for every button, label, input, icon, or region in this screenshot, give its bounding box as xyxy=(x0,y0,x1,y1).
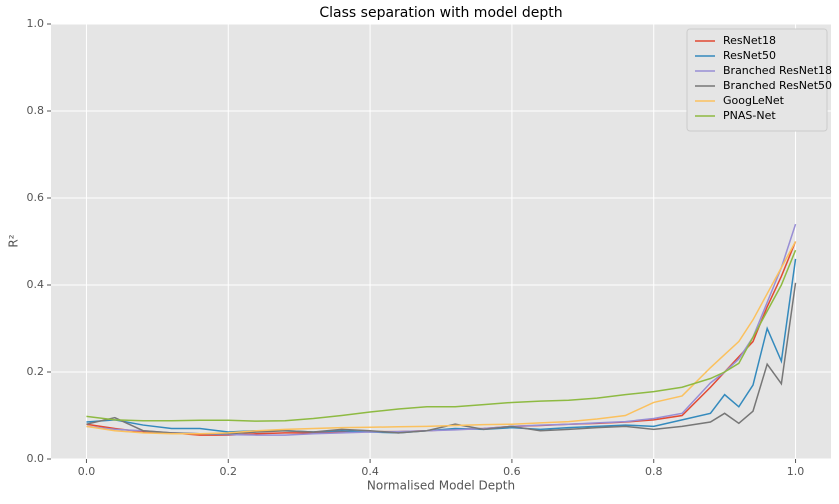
y-tick-label: 1.0 xyxy=(27,17,45,30)
x-tick-label: 1.0 xyxy=(787,465,805,478)
legend-label: PNAS-Net xyxy=(723,109,776,122)
legend-label: Branched ResNet18 xyxy=(723,64,832,77)
y-axis-label: R² xyxy=(7,234,21,247)
x-tick-label: 0.0 xyxy=(78,465,96,478)
x-axis-label: Normalised Model Depth xyxy=(367,479,515,493)
x-tick-label: 0.4 xyxy=(361,465,379,478)
legend-label: GoogLeNet xyxy=(723,94,785,107)
series-line xyxy=(86,241,797,435)
x-tick-label: 0.8 xyxy=(645,465,663,478)
legend-box xyxy=(686,28,828,132)
x-tick-label: 0.2 xyxy=(220,465,238,478)
y-tick-label: 0.0 xyxy=(27,452,45,465)
legend-label: ResNet50 xyxy=(723,49,776,62)
legend-label: Branched ResNet50 xyxy=(723,79,832,92)
y-tick-label: 0.2 xyxy=(27,365,45,378)
legend-label: ResNet18 xyxy=(723,34,776,47)
y-tick-label: 0.8 xyxy=(27,104,45,117)
series-line xyxy=(86,249,797,422)
y-tick-label: 0.6 xyxy=(27,191,45,204)
chart-title: Class separation with model depth xyxy=(319,5,562,21)
y-tick-label: 0.4 xyxy=(27,278,45,291)
x-tick-label: 0.6 xyxy=(503,465,521,478)
